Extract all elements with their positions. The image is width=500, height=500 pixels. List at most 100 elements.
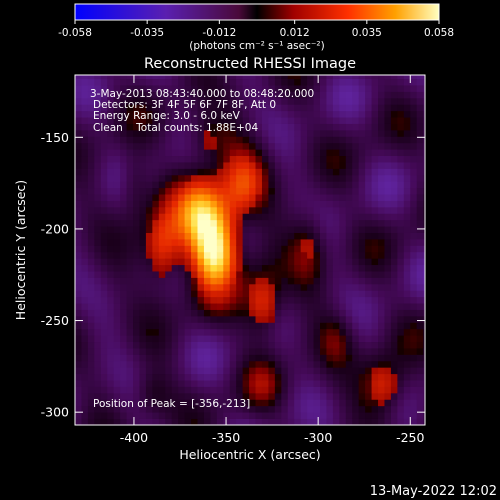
heatmap-cell [403, 315, 411, 323]
heatmap-cell [184, 303, 192, 310]
heatmap-cell [416, 149, 424, 157]
heatmap-cell [120, 219, 127, 227]
heatmap-cell [223, 75, 231, 80]
heatmap-cell [216, 405, 224, 413]
heatmap-cell [210, 348, 218, 355]
heatmap-cell [152, 399, 160, 407]
heatmap-cell [332, 277, 340, 285]
heatmap-cell [203, 251, 211, 259]
heatmap-cell [81, 380, 89, 387]
heatmap-cell [87, 348, 95, 355]
heatmap-cell [281, 258, 289, 266]
heatmap-cell [281, 335, 289, 343]
heatmap-cell [352, 296, 360, 304]
heatmap-cell [242, 155, 250, 163]
heatmap-cell [384, 245, 392, 253]
heatmap-cell [255, 373, 263, 381]
heatmap-cell [371, 142, 379, 150]
colorbar-tick-label: -0.058 [58, 27, 92, 39]
heatmap-cell [390, 380, 398, 387]
heatmap-cell [152, 328, 160, 336]
heatmap-cell [223, 104, 231, 112]
heatmap-cell [145, 78, 153, 86]
heatmap-cell [81, 219, 89, 227]
heatmap-cell [300, 123, 308, 131]
heatmap-cell [100, 117, 108, 124]
heatmap-cell [416, 97, 424, 105]
heatmap-cell [87, 392, 95, 400]
heatmap-cell [152, 264, 160, 272]
heatmap-cell [307, 174, 314, 182]
heatmap-cell [287, 129, 295, 137]
heatmap-cell [287, 174, 295, 182]
heatmap-cell [274, 149, 282, 157]
heatmap-cell [403, 412, 411, 419]
heatmap-cell [191, 328, 198, 336]
heatmap-cell [423, 290, 425, 298]
heatmap-cell [281, 373, 289, 381]
heatmap-cell [332, 194, 340, 201]
heatmap-cell [423, 129, 425, 137]
heatmap-cell [100, 155, 108, 163]
heatmap-cell [152, 322, 160, 330]
heatmap-cell [126, 219, 134, 227]
heatmap-cell [268, 290, 276, 298]
heatmap-cell [423, 136, 425, 144]
heatmap-cell [210, 258, 218, 266]
heatmap-cell [313, 213, 321, 221]
heatmap-cell [371, 232, 379, 240]
heatmap-cell [210, 232, 218, 240]
heatmap-cell [113, 85, 121, 92]
heatmap-cell [390, 194, 398, 201]
heatmap-cell [358, 136, 366, 144]
heatmap-cell [107, 123, 115, 131]
heatmap-cell [326, 373, 334, 381]
heatmap-cell [197, 354, 205, 362]
heatmap-cell [390, 110, 398, 118]
heatmap-cell [371, 303, 379, 310]
heatmap-cell [281, 341, 289, 349]
heatmap-cell [107, 341, 115, 349]
heatmap-cell [113, 200, 121, 208]
y-tick-label: -300 [41, 405, 69, 420]
heatmap-cell [294, 200, 302, 208]
heatmap-cell [371, 354, 379, 362]
heatmap-cell [274, 78, 282, 86]
heatmap-cell [313, 245, 321, 253]
heatmap-cell [191, 200, 198, 208]
heatmap-cell [378, 123, 385, 131]
heatmap-cell [145, 348, 153, 355]
heatmap-cell [320, 104, 327, 112]
heatmap-cell [403, 290, 411, 298]
heatmap-cell [165, 258, 173, 266]
heatmap-cell [320, 91, 327, 99]
heatmap-cell [216, 348, 224, 355]
heatmap-cell [139, 315, 147, 323]
heatmap-cell [300, 129, 308, 137]
heatmap-cell [403, 405, 411, 413]
heatmap-cell [287, 162, 295, 169]
heatmap-cell [378, 258, 385, 266]
heatmap-cell [236, 123, 244, 131]
heatmap-cell [287, 149, 295, 157]
heatmap-cell [268, 213, 276, 221]
heatmap-cell [313, 149, 321, 157]
heatmap-cell [320, 245, 327, 253]
heatmap-cell [261, 277, 269, 285]
heatmap-cell [274, 348, 282, 355]
heatmap-cell [300, 264, 308, 272]
heatmap-cell [384, 232, 392, 240]
heatmap-cell [358, 117, 366, 124]
heatmap-cell [184, 155, 192, 163]
heatmap-cell [197, 123, 205, 131]
heatmap-cell [203, 162, 211, 169]
heatmap-cell [403, 392, 411, 400]
heatmap-cell [339, 149, 347, 157]
heatmap-cell [223, 341, 231, 349]
heatmap-cell [307, 110, 314, 118]
heatmap-cell [242, 258, 250, 266]
heatmap-cell [210, 181, 218, 189]
heatmap-cell [300, 245, 308, 253]
heatmap-cell [365, 373, 372, 381]
heatmap-cell [171, 328, 179, 336]
